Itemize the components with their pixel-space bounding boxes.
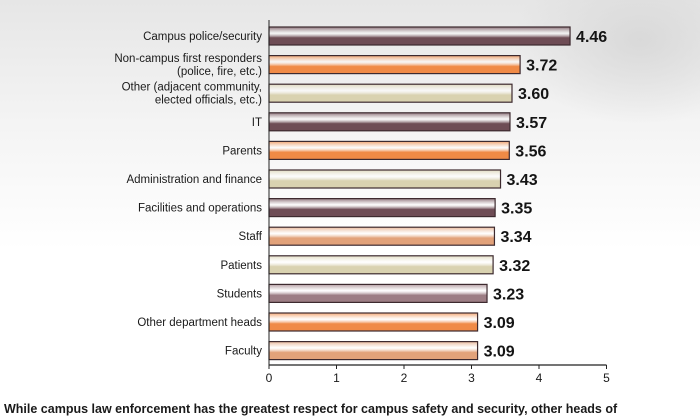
value-label: 3.56 [515, 143, 546, 160]
category-label: Patients [220, 260, 262, 272]
value-label: 3.43 [507, 172, 538, 189]
category-label: Parents [222, 145, 262, 157]
value-label: 3.32 [499, 258, 530, 275]
bar [268, 140, 510, 160]
bar [268, 54, 521, 75]
value-label: 3.35 [501, 201, 532, 218]
bar [268, 341, 479, 361]
x-tick-label: 1 [333, 371, 340, 385]
category-label: Campus police/security [143, 31, 262, 43]
category-label: Other department heads [137, 317, 262, 329]
bar [268, 169, 502, 189]
category-label: (police, fire, etc.) [177, 66, 262, 78]
category-label: Non-campus first responders [114, 53, 262, 65]
category-label: IT [252, 117, 262, 129]
bar [268, 283, 488, 303]
value-label: 3.23 [493, 286, 524, 303]
category-label: Students [217, 288, 263, 300]
value-label: 4.46 [576, 29, 607, 46]
bar [268, 198, 496, 218]
category-label: Administration and finance [126, 174, 262, 186]
value-label: 3.72 [526, 58, 557, 75]
category-label: Other (adjacent community, [122, 82, 262, 94]
category-label: elected officials, etc.) [155, 95, 262, 107]
value-label: 3.57 [516, 115, 547, 132]
bar [268, 83, 513, 103]
category-label: Faculty [225, 346, 262, 358]
x-tick-label: 3 [468, 371, 475, 385]
value-label: 3.09 [484, 344, 515, 361]
value-label: 3.60 [518, 86, 549, 103]
x-tick-label: 2 [401, 371, 408, 385]
bar [268, 255, 494, 275]
bar [268, 312, 479, 332]
x-tick-label: 0 [266, 371, 273, 385]
bar [268, 226, 496, 246]
bar [268, 26, 571, 46]
value-label: 3.34 [500, 229, 531, 246]
caption: While campus law enforcement has the gre… [4, 402, 618, 416]
bar [268, 112, 511, 132]
x-tick-label: 4 [536, 371, 543, 385]
value-label: 3.09 [484, 315, 515, 332]
x-tick-label: 5 [603, 371, 610, 385]
category-label: Staff [239, 231, 263, 243]
category-label: Facilities and operations [138, 203, 262, 215]
